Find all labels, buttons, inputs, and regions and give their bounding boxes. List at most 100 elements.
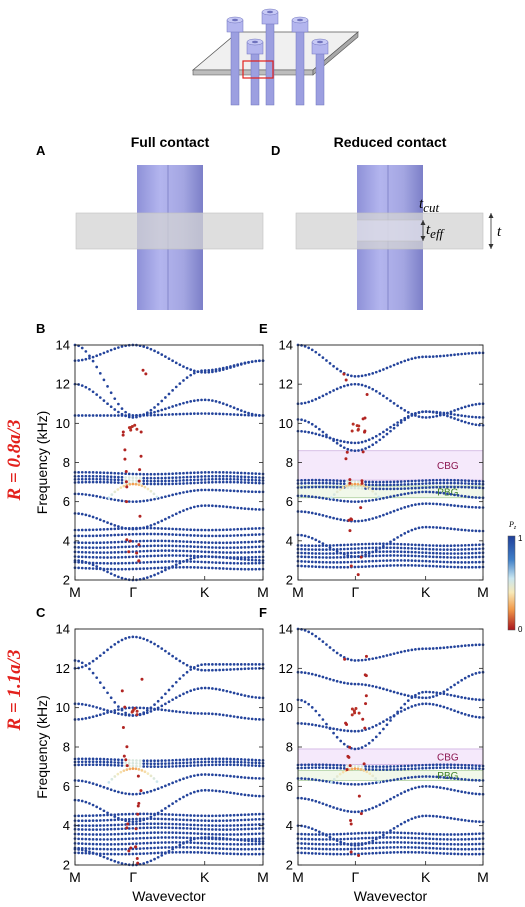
band-point <box>189 764 193 768</box>
band-point <box>456 847 460 851</box>
band-point <box>203 412 207 415</box>
band-point <box>335 735 339 739</box>
band-point <box>321 478 325 482</box>
band-point <box>80 555 84 559</box>
band-point-flexural <box>139 430 143 434</box>
band-point <box>167 560 171 563</box>
band-point <box>307 777 311 781</box>
band-point <box>329 496 333 500</box>
band-dots <box>296 627 485 858</box>
band-point <box>442 565 446 568</box>
band-point <box>107 496 111 500</box>
band-point <box>178 544 182 548</box>
band-point <box>178 472 182 475</box>
band-point <box>189 665 193 669</box>
band-point <box>102 471 106 475</box>
band-point <box>421 647 424 651</box>
band-point <box>367 438 371 442</box>
band-point <box>218 474 221 478</box>
band-point <box>474 551 478 555</box>
band-point <box>120 837 124 841</box>
band-point <box>478 792 481 796</box>
band-point <box>317 852 321 856</box>
band-point <box>456 560 460 564</box>
band-point <box>95 760 99 764</box>
band-point <box>442 526 446 530</box>
band-point <box>364 439 367 443</box>
band-point <box>357 383 360 386</box>
band-point <box>350 500 353 503</box>
band-point <box>421 837 424 840</box>
band-point <box>382 836 385 839</box>
band-point <box>428 410 431 414</box>
band-point <box>200 471 203 474</box>
band-point <box>84 851 88 855</box>
band-point <box>417 482 421 486</box>
band-point <box>232 824 236 827</box>
band-point <box>350 832 353 835</box>
band-point <box>95 819 99 822</box>
band-point <box>406 504 410 508</box>
band-point <box>470 673 474 676</box>
band-point <box>438 837 442 841</box>
band-point <box>438 692 442 696</box>
band-point <box>378 432 382 436</box>
band-point <box>124 842 127 846</box>
band-point <box>406 358 410 362</box>
band-point <box>232 763 236 767</box>
band-point <box>247 818 250 822</box>
band-point <box>203 819 207 822</box>
band-point <box>236 715 240 719</box>
band-point <box>307 851 311 855</box>
band-point <box>254 481 258 485</box>
t-eff-arrowhead-bottom <box>420 236 426 241</box>
band-point <box>225 541 229 545</box>
band-point <box>178 826 182 830</box>
band-point <box>149 707 153 710</box>
band-point <box>456 353 460 356</box>
band-point <box>84 534 88 538</box>
band-point <box>332 648 335 652</box>
band-point <box>189 818 193 822</box>
band-point <box>367 727 371 730</box>
band-point <box>421 490 424 494</box>
band-point-flexural <box>359 506 363 510</box>
band-point <box>149 822 153 826</box>
band-point <box>446 492 449 496</box>
band-point <box>382 654 385 658</box>
band-point <box>250 827 254 831</box>
band-point <box>342 479 346 483</box>
band-point <box>153 522 156 526</box>
band-point <box>250 527 254 530</box>
band-point <box>247 567 250 571</box>
band-point <box>310 763 314 767</box>
post-hole <box>297 18 303 22</box>
band-point <box>95 814 99 817</box>
band-point <box>95 847 99 851</box>
band-point <box>221 368 225 371</box>
x-axis-label: Wavevector <box>354 888 428 904</box>
band-point <box>91 847 95 851</box>
band-point <box>325 722 328 726</box>
band-point <box>243 475 247 479</box>
band-point <box>414 767 417 770</box>
band-point <box>214 474 218 478</box>
band-point <box>374 487 378 491</box>
band-point <box>102 686 106 690</box>
band-point <box>328 552 332 555</box>
band-point <box>307 837 311 841</box>
band-point <box>203 478 207 481</box>
band-point <box>453 409 456 412</box>
band-point <box>153 817 156 821</box>
band-point <box>414 503 417 506</box>
band-point <box>254 847 258 851</box>
band-point <box>113 827 117 831</box>
band-point <box>335 839 339 842</box>
band-point <box>95 565 99 568</box>
band-point <box>254 414 258 417</box>
band-point <box>350 810 353 814</box>
band-point <box>98 371 102 375</box>
band-point <box>377 495 381 499</box>
band-point <box>211 846 214 850</box>
band-point-flexural <box>125 485 129 489</box>
